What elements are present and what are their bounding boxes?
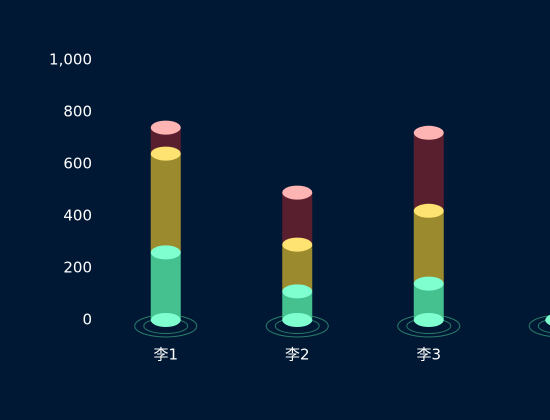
bar-cap <box>413 125 444 140</box>
bar-cap <box>282 237 313 252</box>
bar-segment <box>150 153 181 253</box>
y-tick-label: 1,000 <box>49 51 92 69</box>
bar-segment <box>150 252 181 320</box>
bar-segment <box>413 210 444 284</box>
x-tick-label: 李3 <box>416 346 441 364</box>
y-tick-label: 400 <box>63 207 92 225</box>
y-tick-label: 0 <box>82 311 92 329</box>
base-ring <box>537 318 550 334</box>
bar-segment <box>413 132 444 211</box>
bar-cap <box>150 146 181 161</box>
x-tick-label: 李1 <box>153 346 178 364</box>
bar-bottom <box>413 313 444 327</box>
y-tick-label: 800 <box>63 103 92 121</box>
x-tick-label: 李2 <box>285 346 310 364</box>
bar-segment <box>282 244 313 292</box>
bar-segment <box>282 192 313 245</box>
y-tick-label: 200 <box>63 259 92 277</box>
bar-cap <box>413 203 444 218</box>
bar-cap <box>150 120 181 135</box>
y-tick-label: 600 <box>63 155 92 173</box>
bar-cap <box>413 276 444 291</box>
bar-cap <box>282 284 313 299</box>
bar-bottom <box>282 313 313 327</box>
base-ring <box>528 315 550 337</box>
bar-bottom <box>545 314 550 326</box>
bar-cap <box>282 185 313 200</box>
bar-cap <box>150 245 181 260</box>
bar-bottom <box>150 313 181 327</box>
